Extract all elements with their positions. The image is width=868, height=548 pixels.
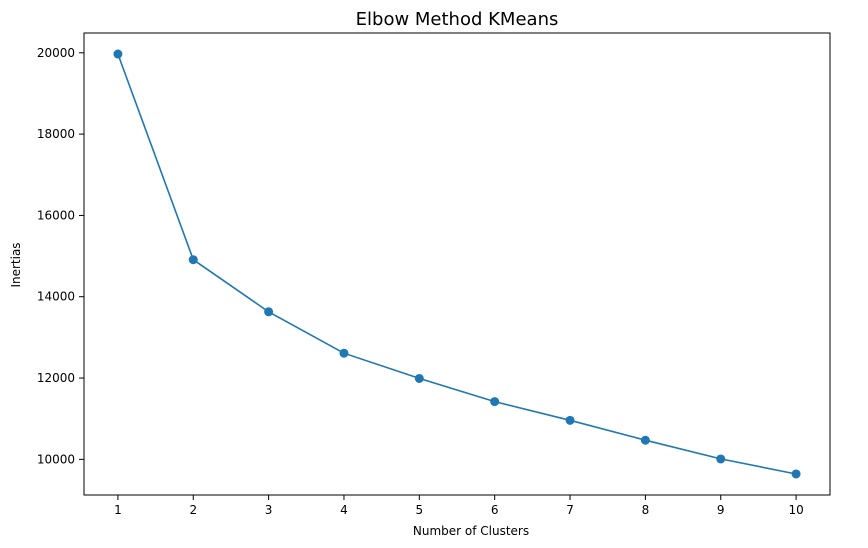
y-tick-label: 10000 xyxy=(37,452,75,466)
data-point xyxy=(791,469,801,479)
x-axis-label: Number of Clusters xyxy=(413,524,529,538)
x-axis: 1 2 3 4 5 6 7 8 9 10 xyxy=(114,495,804,517)
x-tick-label: 1 xyxy=(114,503,122,517)
data-point xyxy=(565,415,575,425)
data-point xyxy=(188,255,198,265)
x-tick-label: 3 xyxy=(265,503,273,517)
y-tick-label: 12000 xyxy=(37,371,75,385)
x-tick-label: 8 xyxy=(642,503,650,517)
data-point xyxy=(414,373,424,383)
plot-frame xyxy=(83,32,831,496)
x-tick-label: 9 xyxy=(717,503,725,517)
y-tick-label: 20000 xyxy=(37,46,75,60)
y-tick-label: 16000 xyxy=(37,208,75,222)
y-tick-label: 18000 xyxy=(37,127,75,141)
x-tick-label: 10 xyxy=(788,503,803,517)
x-tick-label: 4 xyxy=(340,503,348,517)
data-point xyxy=(716,454,726,464)
series-points xyxy=(113,49,801,479)
y-tick-label: 14000 xyxy=(37,290,75,304)
x-tick-label: 6 xyxy=(491,503,499,517)
data-point xyxy=(490,397,500,407)
x-tick-label: 2 xyxy=(189,503,197,517)
x-tick-label: 7 xyxy=(566,503,574,517)
chart-title: Elbow Method KMeans xyxy=(356,9,559,30)
data-point xyxy=(113,49,123,59)
data-point xyxy=(640,435,650,445)
y-axis-label: Inertias xyxy=(9,242,23,287)
x-tick-label: 5 xyxy=(416,503,424,517)
data-point xyxy=(339,348,349,358)
y-axis: 10000 12000 14000 16000 18000 20000 xyxy=(37,46,84,466)
series-line xyxy=(117,53,797,475)
data-point xyxy=(264,307,274,317)
